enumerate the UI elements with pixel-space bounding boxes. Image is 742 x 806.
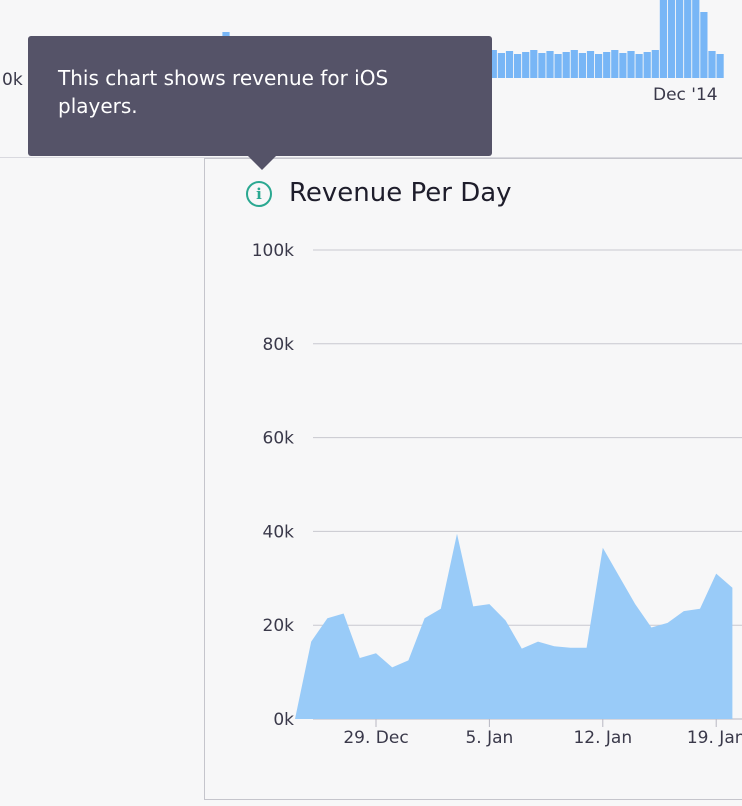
overview-bar	[676, 0, 684, 78]
overview-bar	[554, 54, 562, 78]
overview-bar	[716, 54, 724, 78]
overview-bar	[586, 51, 595, 78]
y-tick-label: 60k	[263, 429, 295, 449]
overview-bar	[530, 50, 538, 78]
tooltip-text: This chart shows revenue for iOS players…	[58, 66, 389, 118]
overview-bar	[538, 53, 546, 78]
overview-bar	[619, 53, 627, 78]
y-tick-label: 80k	[263, 335, 295, 355]
overview-bar	[627, 51, 635, 78]
overview-bar	[692, 0, 700, 78]
overview-bar	[595, 54, 603, 78]
y-tick-label: 20k	[263, 616, 295, 636]
overview-bar	[603, 52, 611, 78]
x-tick-label: 29. Dec	[343, 728, 408, 748]
y-tick-label: 0k	[273, 710, 294, 730]
overview-bar	[489, 50, 497, 78]
divider	[0, 157, 742, 158]
overview-bar	[514, 54, 522, 78]
overview-bar	[700, 12, 708, 78]
overview-bar	[684, 0, 692, 78]
x-tick-label: 19. Jan	[687, 728, 742, 748]
overview-bar	[635, 54, 643, 78]
overview-bar	[659, 0, 667, 78]
overview-bar	[643, 52, 651, 78]
info-icon[interactable]: i	[246, 181, 272, 207]
overview-bar	[562, 52, 570, 78]
x-tick-label: 5. Jan	[465, 728, 513, 748]
overview-bar	[667, 0, 676, 78]
overview-bar	[651, 50, 659, 78]
overview-x-tick-label: Dec '14	[653, 85, 718, 105]
tooltip: This chart shows revenue for iOS players…	[28, 36, 492, 156]
overview-bar	[611, 50, 619, 78]
tooltip-arrow	[247, 155, 277, 170]
y-tick-label: 40k	[263, 522, 295, 542]
overview-y-tick-label: 0k	[2, 70, 23, 90]
overview-bar	[570, 50, 578, 78]
overview-bar	[505, 51, 514, 78]
overview-bar	[578, 53, 586, 78]
y-tick-label: 100k	[252, 241, 294, 261]
revenue-area	[295, 533, 733, 719]
x-tick-label: 12. Jan	[573, 728, 632, 748]
overview-bar	[497, 53, 505, 78]
overview-bar	[708, 51, 716, 78]
overview-bar	[546, 51, 554, 78]
chart-title: Revenue Per Day	[289, 178, 512, 208]
overview-bar	[522, 52, 530, 78]
